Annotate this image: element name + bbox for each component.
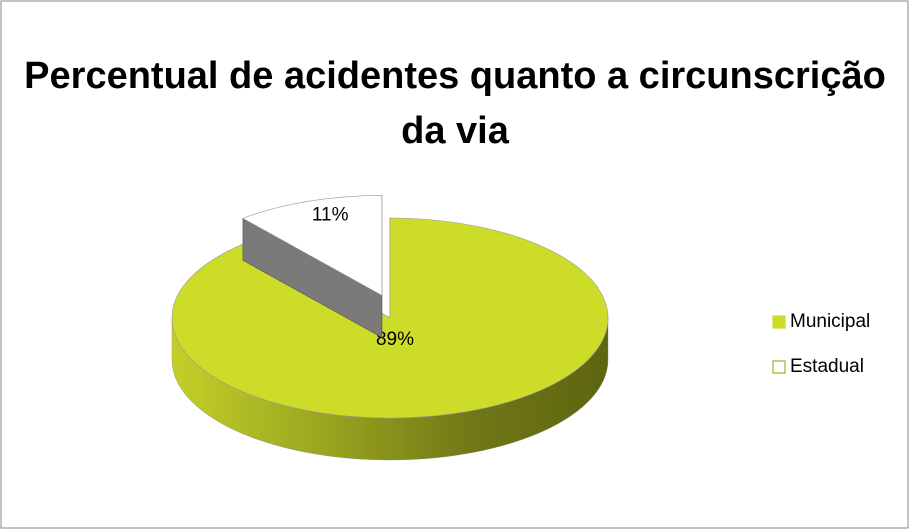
legend-swatch — [772, 315, 786, 329]
chart-title: Percentual de acidentes quanto a circuns… — [24, 55, 886, 152]
slice — [171, 217, 609, 419]
legend-label: Estadual — [790, 356, 864, 377]
legend-swatch — [772, 360, 786, 374]
legend-label: Municipal — [790, 311, 870, 332]
data-label: 89% — [376, 329, 414, 350]
slice — [242, 195, 383, 296]
data-label: 11% — [312, 205, 349, 226]
